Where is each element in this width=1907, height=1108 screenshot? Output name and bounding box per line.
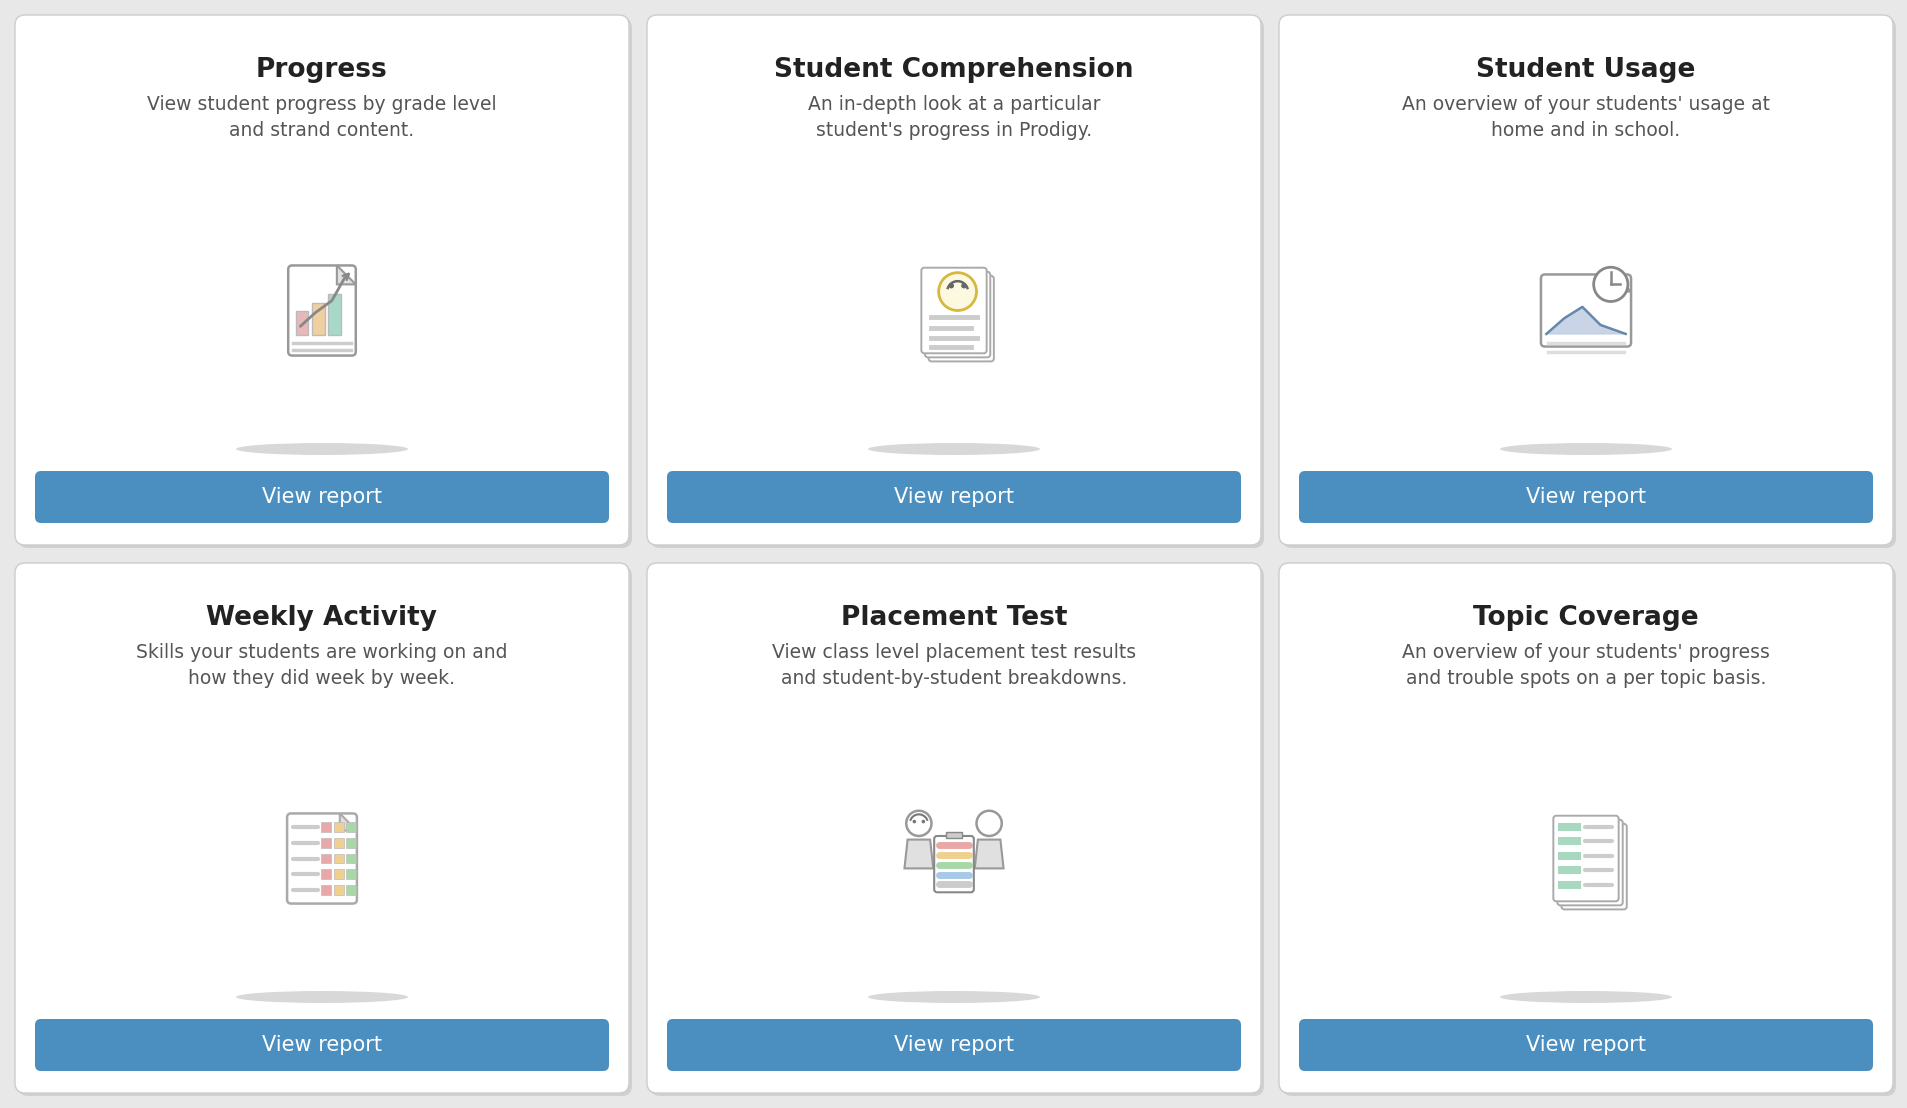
Text: An in-depth look at a particular
student's progress in Prodigy.: An in-depth look at a particular student… xyxy=(807,95,1100,141)
FancyBboxPatch shape xyxy=(925,271,990,358)
FancyBboxPatch shape xyxy=(34,471,608,523)
Bar xyxy=(334,870,343,880)
Bar xyxy=(347,838,357,848)
Text: View student progress by grade level
and strand content.: View student progress by grade level and… xyxy=(147,95,496,141)
FancyBboxPatch shape xyxy=(667,471,1240,523)
FancyBboxPatch shape xyxy=(650,18,1262,548)
Bar xyxy=(328,294,341,336)
Bar xyxy=(296,310,309,336)
Bar xyxy=(320,838,330,848)
Text: Topic Coverage: Topic Coverage xyxy=(1472,605,1697,630)
Text: An overview of your students' progress
and trouble spots on a per topic basis.: An overview of your students' progress a… xyxy=(1402,643,1770,688)
FancyBboxPatch shape xyxy=(286,813,357,903)
FancyBboxPatch shape xyxy=(667,1019,1240,1071)
Text: Placement Test: Placement Test xyxy=(841,605,1066,630)
Text: Skills your students are working on and
how they did week by week.: Skills your students are working on and … xyxy=(135,643,507,688)
Polygon shape xyxy=(904,840,933,869)
Ellipse shape xyxy=(236,991,408,1003)
Polygon shape xyxy=(974,840,1003,869)
FancyBboxPatch shape xyxy=(15,563,629,1092)
Text: Weekly Activity: Weekly Activity xyxy=(206,605,437,630)
FancyBboxPatch shape xyxy=(1560,824,1627,910)
Circle shape xyxy=(1592,267,1627,301)
FancyBboxPatch shape xyxy=(34,1019,608,1071)
Text: View report: View report xyxy=(261,488,381,507)
Bar xyxy=(347,853,357,863)
Bar xyxy=(334,885,343,895)
Bar xyxy=(1558,866,1581,874)
Bar xyxy=(347,870,357,880)
Polygon shape xyxy=(339,813,357,831)
Polygon shape xyxy=(1545,307,1625,334)
FancyBboxPatch shape xyxy=(1278,563,1892,1092)
Bar xyxy=(320,822,330,832)
FancyBboxPatch shape xyxy=(17,566,631,1096)
Circle shape xyxy=(912,820,915,823)
Bar xyxy=(1558,881,1581,889)
FancyBboxPatch shape xyxy=(1541,275,1630,347)
Circle shape xyxy=(921,820,925,823)
Bar xyxy=(334,838,343,848)
Text: View report: View report xyxy=(894,1035,1013,1055)
FancyBboxPatch shape xyxy=(1278,16,1892,545)
Ellipse shape xyxy=(868,991,1039,1003)
Ellipse shape xyxy=(1499,443,1671,455)
FancyBboxPatch shape xyxy=(1299,1019,1873,1071)
FancyBboxPatch shape xyxy=(15,16,629,545)
Circle shape xyxy=(976,811,1001,835)
Text: Progress: Progress xyxy=(256,57,387,83)
Bar xyxy=(347,885,357,895)
Text: View report: View report xyxy=(261,1035,381,1055)
Bar xyxy=(347,822,357,832)
FancyBboxPatch shape xyxy=(1282,566,1896,1096)
Text: View report: View report xyxy=(894,488,1013,507)
Text: View class level placement test results
and student-by-student breakdowns.: View class level placement test results … xyxy=(772,643,1135,688)
Text: Student Comprehension: Student Comprehension xyxy=(774,57,1133,83)
FancyBboxPatch shape xyxy=(921,268,986,353)
Circle shape xyxy=(948,283,954,288)
FancyBboxPatch shape xyxy=(1552,815,1617,901)
Bar xyxy=(1558,852,1581,860)
Bar xyxy=(320,870,330,880)
Bar xyxy=(1558,823,1581,831)
Bar xyxy=(334,853,343,863)
FancyBboxPatch shape xyxy=(646,563,1261,1092)
Text: View report: View report xyxy=(1526,488,1646,507)
Circle shape xyxy=(938,273,976,310)
Ellipse shape xyxy=(1499,991,1671,1003)
Bar xyxy=(946,832,961,838)
FancyBboxPatch shape xyxy=(934,835,973,892)
Bar xyxy=(320,853,330,863)
Polygon shape xyxy=(1613,275,1630,291)
FancyBboxPatch shape xyxy=(1282,18,1896,548)
Circle shape xyxy=(906,811,931,835)
Bar xyxy=(313,302,324,336)
FancyBboxPatch shape xyxy=(929,276,994,361)
Text: View report: View report xyxy=(1526,1035,1646,1055)
Bar xyxy=(320,885,330,895)
Ellipse shape xyxy=(868,443,1039,455)
Text: Student Usage: Student Usage xyxy=(1476,57,1695,83)
FancyBboxPatch shape xyxy=(1556,820,1621,905)
Ellipse shape xyxy=(236,443,408,455)
Circle shape xyxy=(961,283,967,288)
Text: An overview of your students' usage at
home and in school.: An overview of your students' usage at h… xyxy=(1402,95,1770,141)
FancyBboxPatch shape xyxy=(1299,471,1873,523)
FancyBboxPatch shape xyxy=(17,18,631,548)
FancyBboxPatch shape xyxy=(650,566,1262,1096)
FancyBboxPatch shape xyxy=(288,266,355,356)
Bar xyxy=(1558,838,1581,845)
FancyBboxPatch shape xyxy=(646,16,1261,545)
Polygon shape xyxy=(338,266,355,285)
Bar xyxy=(334,822,343,832)
